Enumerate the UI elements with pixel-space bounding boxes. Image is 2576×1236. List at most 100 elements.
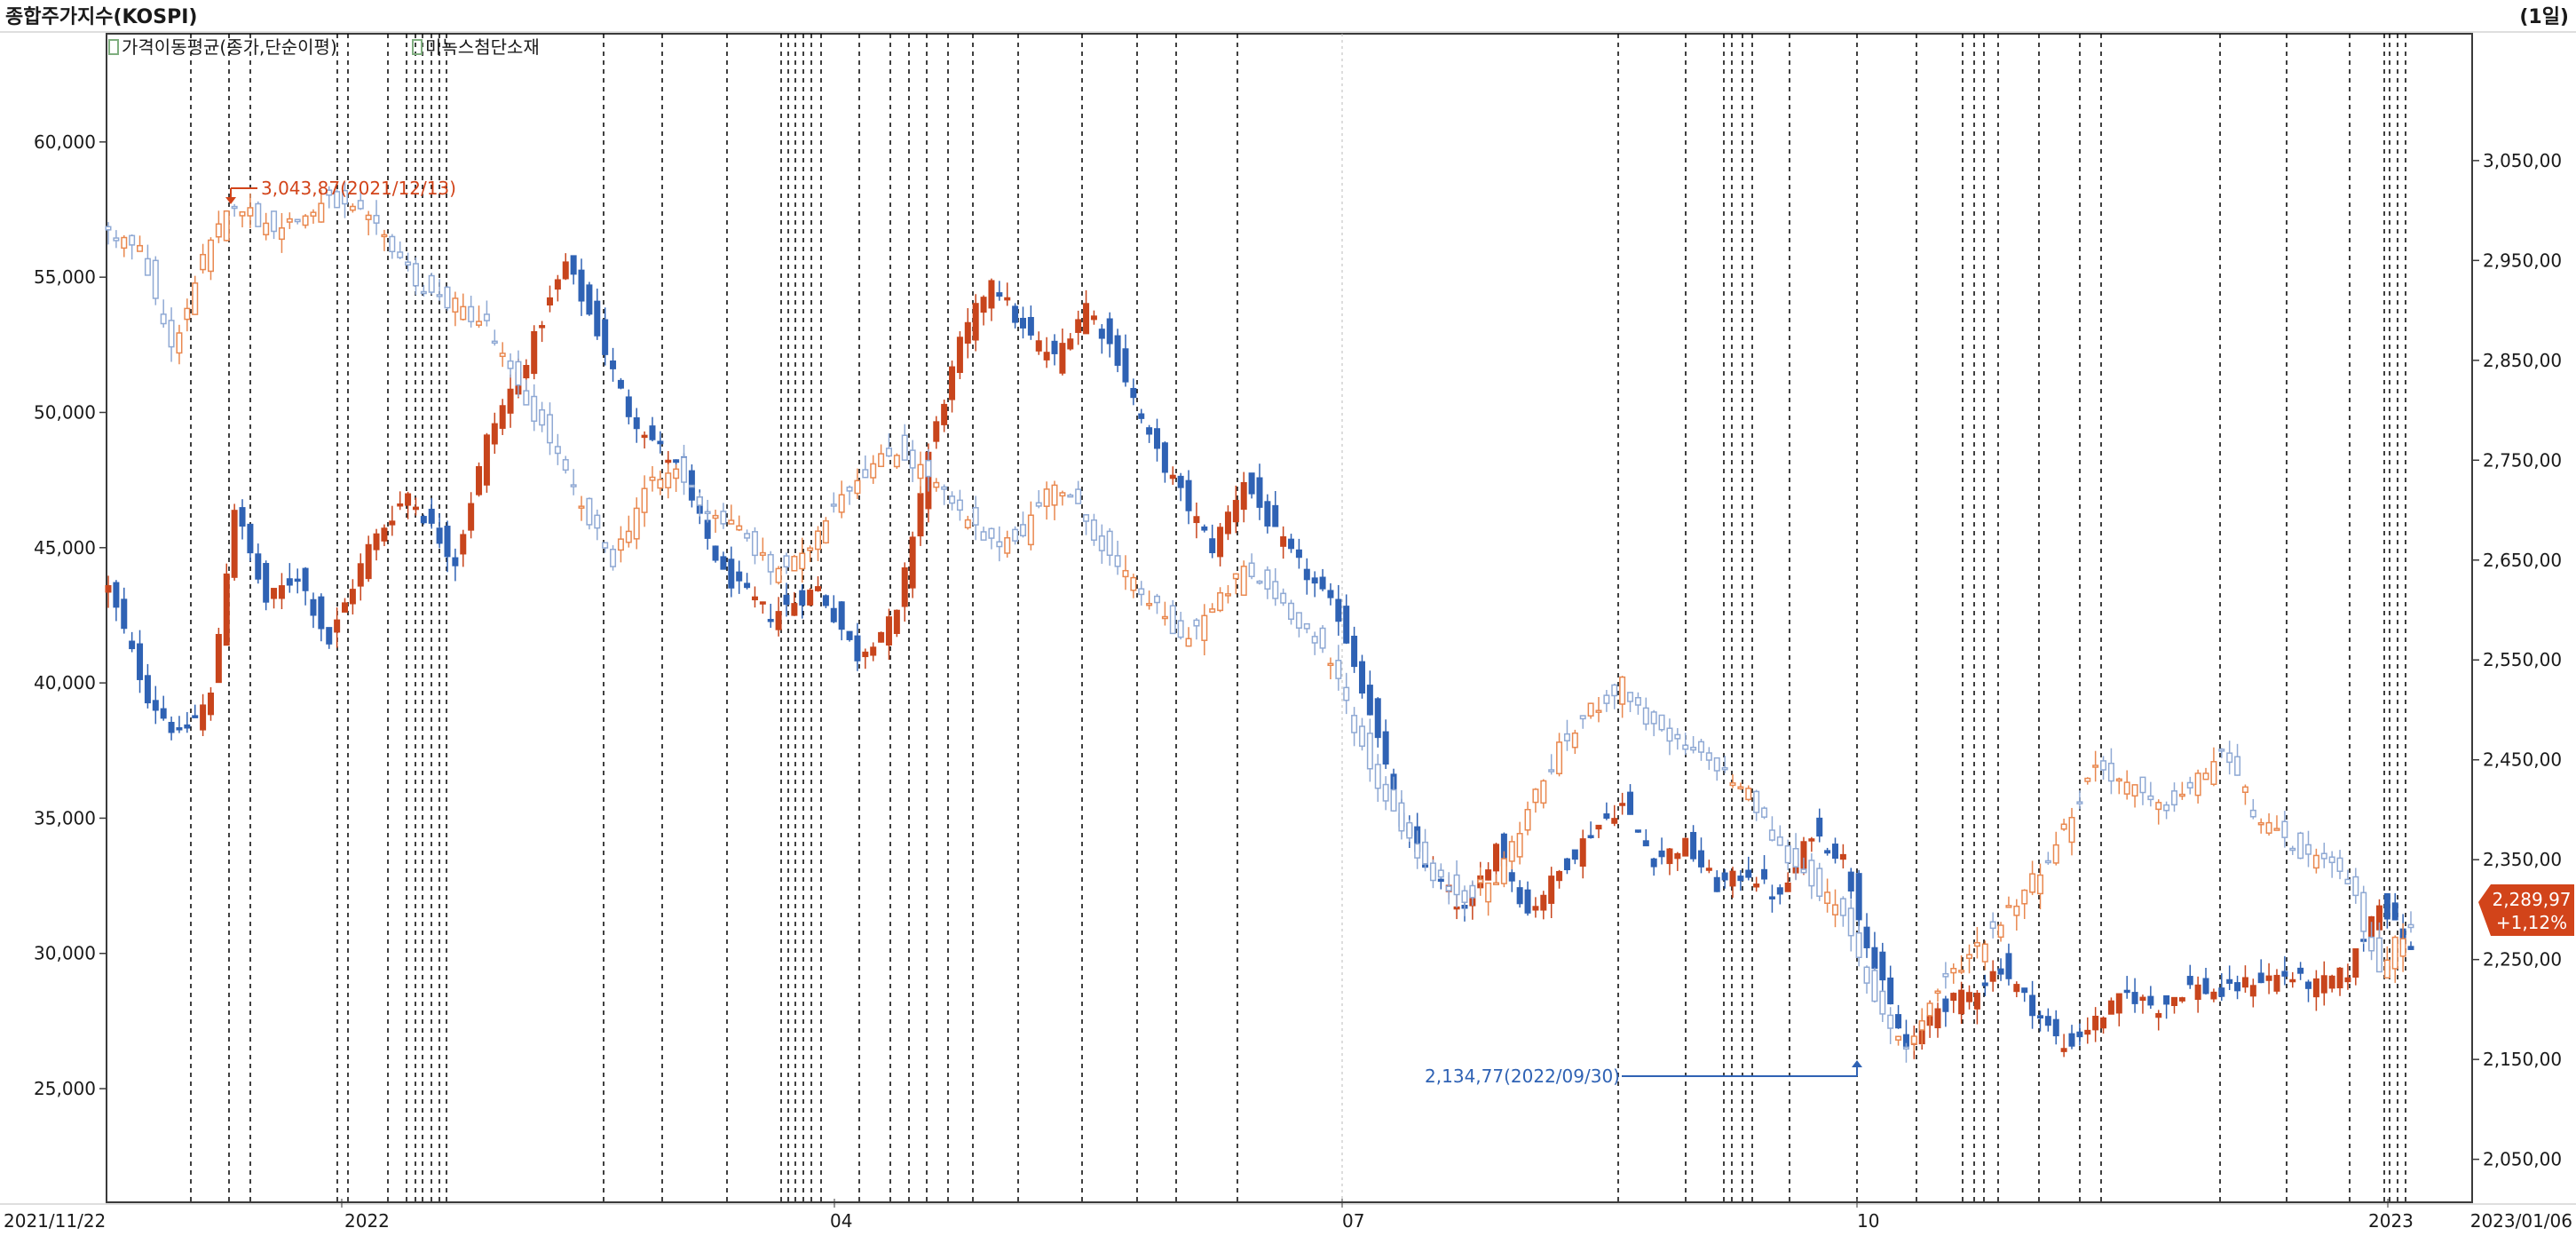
candle [302, 566, 309, 606]
candle [2202, 767, 2209, 780]
candle [1682, 733, 1689, 756]
candle [1106, 312, 1113, 358]
candle [1130, 378, 1137, 406]
candle [1280, 588, 1287, 606]
candle [397, 241, 404, 259]
candle [231, 203, 238, 217]
candle [1627, 692, 1634, 713]
candle [1973, 990, 1980, 1025]
candle [121, 587, 128, 634]
candle [381, 229, 388, 251]
candle [428, 498, 435, 529]
candle [2194, 976, 2201, 1013]
candle [633, 408, 640, 443]
candle [389, 505, 396, 536]
last-price-change: +1,12% [2496, 912, 2567, 933]
candle [2312, 848, 2319, 874]
candle [1004, 282, 1011, 306]
candle [893, 609, 900, 638]
candle [2257, 818, 2264, 834]
candle [1674, 727, 1681, 750]
candle [278, 212, 285, 253]
candle [2218, 748, 2225, 758]
candle [633, 497, 640, 550]
candle [1981, 940, 1988, 971]
candle [349, 579, 356, 615]
candle [964, 515, 971, 530]
candle [223, 563, 230, 646]
candle [925, 448, 932, 492]
candle [2312, 970, 2319, 1011]
candle [239, 210, 246, 228]
candle [783, 552, 790, 574]
candle [2147, 986, 2154, 1010]
left-tick-label: 30,000 [34, 943, 96, 964]
candle [1556, 869, 1563, 889]
legend-stock-label: 미녹스첨단소재 [425, 36, 540, 58]
candle [917, 451, 924, 495]
candle [2021, 889, 2028, 920]
candle [1824, 878, 1831, 913]
candle [531, 325, 538, 380]
candle [539, 401, 546, 432]
header: 종합주가지수(KOSPI) (1일) [5, 5, 2569, 28]
candle [294, 218, 301, 225]
left-axis: 25,000 30,000 35,000 40,000 45,000 50,000 55,0… [34, 131, 107, 1099]
candle [1753, 789, 1760, 821]
candle [554, 274, 561, 302]
candle [846, 630, 853, 642]
right-tick-label: 2,050,00 [2483, 1149, 2562, 1170]
right-tick-label: 2,850,00 [2483, 350, 2562, 371]
candle [893, 453, 900, 469]
candle [1138, 581, 1145, 606]
candle [602, 307, 609, 366]
candle [807, 588, 814, 606]
candle [499, 342, 506, 368]
candle [342, 598, 349, 613]
candle [728, 504, 735, 525]
candle [1019, 511, 1026, 538]
candle [1697, 837, 1704, 874]
candle [878, 631, 885, 643]
candle [1942, 962, 1949, 989]
right-tick-label: 2,350,00 [2483, 849, 2562, 870]
candle [1209, 524, 1216, 559]
candle [2391, 935, 2398, 983]
left-tick-label: 50,000 [34, 401, 96, 423]
candle [452, 291, 459, 327]
candle [357, 553, 364, 601]
candle [420, 514, 427, 525]
candle [1374, 697, 1381, 748]
candle [1603, 690, 1610, 712]
candle [1540, 891, 1547, 920]
candle [830, 492, 837, 513]
candle [113, 580, 120, 622]
candle [2131, 978, 2138, 1013]
candle [184, 298, 191, 332]
candle [2305, 830, 2312, 868]
candle [1114, 540, 1121, 575]
candle [2320, 961, 2327, 1006]
candle [1918, 1008, 1925, 1045]
candle [349, 203, 356, 213]
candle [1579, 829, 1586, 879]
candle [263, 212, 270, 241]
candle [2084, 777, 2091, 785]
candle [1485, 862, 1492, 881]
candle [483, 432, 490, 493]
candle [1910, 1035, 1917, 1051]
candle [546, 402, 553, 456]
candle [121, 234, 128, 258]
candle [1516, 821, 1523, 865]
candle [2155, 1010, 2162, 1031]
candle [1027, 501, 1034, 551]
candle [1500, 851, 1507, 888]
period-label: (1일) [2519, 6, 2569, 28]
candle [137, 630, 144, 693]
candle [1839, 844, 1846, 869]
candle [342, 181, 349, 218]
candle [1950, 963, 1957, 984]
candle [1831, 837, 1839, 864]
candle [1540, 779, 1547, 809]
candle [1824, 847, 1831, 856]
